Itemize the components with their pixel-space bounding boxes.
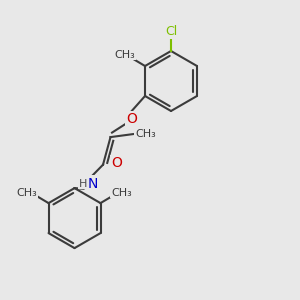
Text: Cl: Cl — [165, 25, 177, 38]
Text: CH₃: CH₃ — [111, 188, 132, 198]
Text: CH₃: CH₃ — [114, 50, 135, 60]
Text: N: N — [88, 177, 98, 190]
Text: CH₃: CH₃ — [135, 129, 156, 139]
Text: O: O — [126, 112, 137, 126]
Text: O: O — [111, 156, 122, 170]
Text: H: H — [79, 178, 87, 189]
Text: CH₃: CH₃ — [16, 188, 37, 198]
